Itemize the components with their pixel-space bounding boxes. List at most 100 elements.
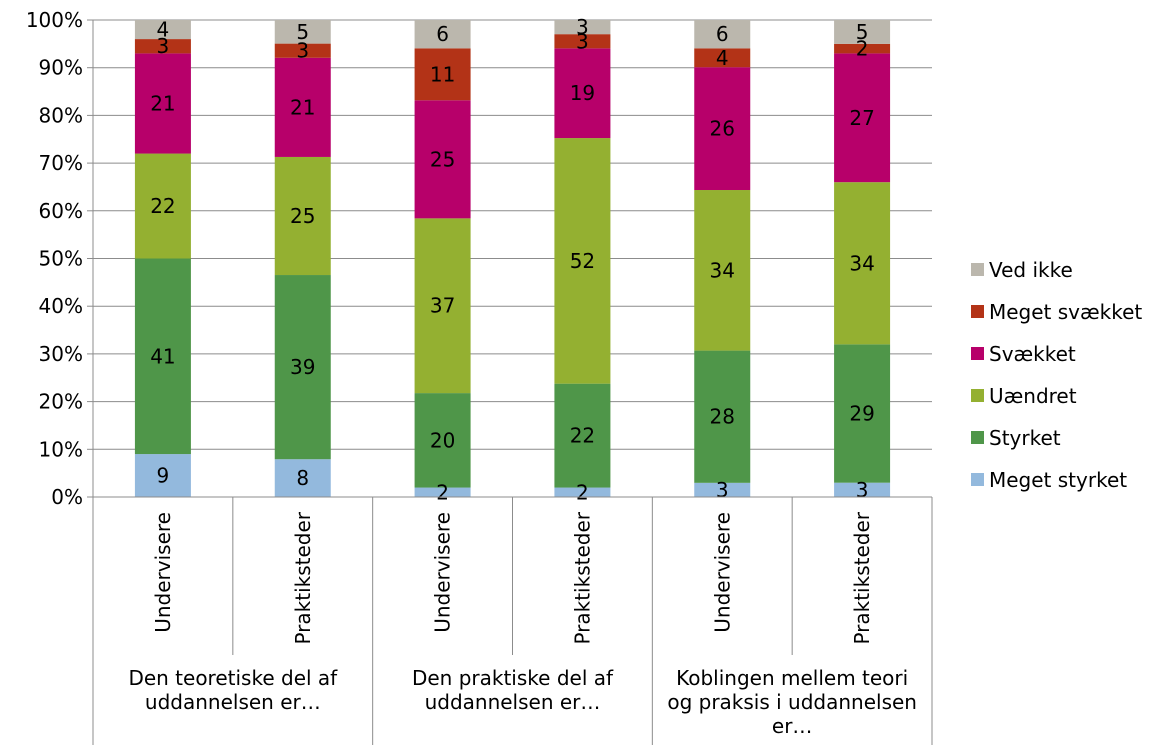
data-label: 5 [296, 20, 309, 44]
segment-labels: 9412221348392521352203725116222521933328… [150, 15, 875, 504]
bar-segment-u-ndret [274, 156, 331, 276]
bar-segment-ved-ikke [834, 20, 891, 44]
bar-segment-sv-kket [694, 67, 751, 191]
data-label: 2 [576, 480, 589, 504]
bar-segment-u-ndret [554, 138, 611, 384]
data-label: 25 [290, 204, 315, 228]
bar-segment-meget-styrket [554, 487, 611, 497]
bar-segment-styrket [134, 258, 191, 455]
data-label: 4 [716, 46, 729, 70]
legend-swatch-sv-kket [971, 347, 984, 360]
data-label: 28 [710, 405, 735, 429]
y-tick-label: 50% [39, 247, 83, 271]
category-label: Undervisere [151, 512, 175, 633]
bar-segment-ved-ikke [554, 20, 611, 35]
data-label: 21 [290, 95, 315, 119]
data-label: 8 [296, 466, 309, 490]
data-label: 3 [157, 34, 170, 58]
y-tick-label: 80% [39, 103, 83, 127]
gridlines [93, 19, 932, 498]
data-label: 3 [576, 15, 589, 39]
bar-segment-meget-sv-kket [134, 39, 191, 54]
y-tick-label: 60% [39, 199, 83, 223]
data-label: 3 [296, 39, 309, 63]
axes [92, 20, 933, 745]
legend-swatch-u-ndret [971, 389, 984, 402]
bar-segment-sv-kket [834, 53, 891, 183]
legend-swatch-ved-ikke [971, 263, 984, 276]
data-label: 34 [710, 258, 735, 282]
legend-swatch-styrket [971, 431, 984, 444]
data-label: 37 [430, 294, 455, 318]
y-tick-label: 40% [39, 294, 83, 318]
data-label: 27 [849, 106, 874, 130]
bar-segment-meget-sv-kket [834, 43, 891, 54]
y-tick-label: 0% [51, 485, 83, 509]
data-label: 9 [157, 464, 170, 488]
y-tick-label: 20% [39, 390, 83, 414]
bar-segment-styrket [414, 393, 471, 488]
bar-segment-u-ndret [134, 153, 191, 259]
bar-segment-meget-styrket [834, 482, 891, 497]
bar-segment-sv-kket [274, 57, 331, 157]
data-label: 22 [150, 194, 175, 218]
y-tick-label: 10% [39, 437, 83, 461]
data-label: 21 [150, 91, 175, 115]
data-label: 20 [430, 428, 455, 452]
bar-segment-ved-ikke [274, 20, 331, 44]
legend-swatch-meget-sv-kket [971, 305, 984, 318]
bars [134, 20, 891, 497]
legend-swatch-meget-styrket [971, 473, 984, 486]
bar-segment-ved-ikke [414, 20, 471, 49]
category-label: Praktiksteder [570, 511, 594, 644]
legend-label: Ved ikke [989, 258, 1073, 282]
category-label: Praktiksteder [291, 511, 315, 644]
data-label: 52 [570, 249, 595, 273]
bar-segment-ved-ikke [694, 20, 751, 49]
category-labels: Undervisere Praktiksteder Undervisere Prakt… [151, 511, 874, 644]
data-label: 4 [157, 18, 170, 42]
category-label: Undervisere [710, 512, 734, 633]
data-label: 25 [430, 147, 455, 171]
group-labels: Den teoretiske del af uddannelsen er… Den … [128, 666, 917, 738]
bar-segment-u-ndret [414, 218, 471, 394]
legend-label: Uændret [989, 384, 1077, 408]
bar-segment-sv-kket [554, 48, 611, 139]
data-label: 39 [290, 355, 315, 379]
bar-segment-ved-ikke [134, 20, 191, 40]
data-label: 3 [576, 29, 589, 53]
bar-segment-meget-sv-kket [414, 48, 471, 101]
bar-segment-styrket [694, 350, 751, 483]
category-label: Undervisere [431, 512, 455, 633]
data-label: 3 [856, 478, 869, 502]
data-label: 29 [849, 402, 874, 426]
legend: Ved ikke Meget svækket Svækket Uændret Styrk… [971, 258, 1142, 492]
y-tick-label: 70% [39, 151, 83, 175]
bar-segment-styrket [834, 344, 891, 483]
data-label: 11 [430, 62, 455, 86]
bar-segment-meget-sv-kket [274, 43, 331, 58]
bar-segment-meget-styrket [274, 459, 331, 497]
bar-segment-styrket [274, 275, 331, 460]
data-label: 3 [716, 478, 729, 502]
data-label: 22 [570, 424, 595, 448]
data-label: 26 [710, 117, 735, 141]
bar-segment-u-ndret [694, 190, 751, 351]
bar-segment-u-ndret [834, 182, 891, 345]
y-tick-label: 30% [39, 342, 83, 366]
legend-label: Meget svækket [989, 300, 1142, 324]
legend-label: Svækket [989, 342, 1076, 366]
data-label: 5 [856, 20, 869, 44]
data-label: 2 [856, 37, 869, 61]
data-label: 34 [849, 251, 874, 275]
legend-label: Styrket [989, 426, 1061, 450]
data-label: 2 [436, 480, 449, 504]
data-label: 19 [570, 81, 595, 105]
y-axis-ticks: 0% 10% 20% 30% 40% 50% 60% 70% 80% 90% 100% [26, 8, 93, 509]
bar-segment-meget-sv-kket [554, 34, 611, 49]
category-label: Praktiksteder [850, 511, 874, 644]
data-label: 41 [150, 344, 175, 368]
bar-segment-meget-styrket [134, 454, 191, 497]
data-label: 6 [716, 22, 729, 46]
bar-segment-meget-styrket [694, 482, 751, 497]
